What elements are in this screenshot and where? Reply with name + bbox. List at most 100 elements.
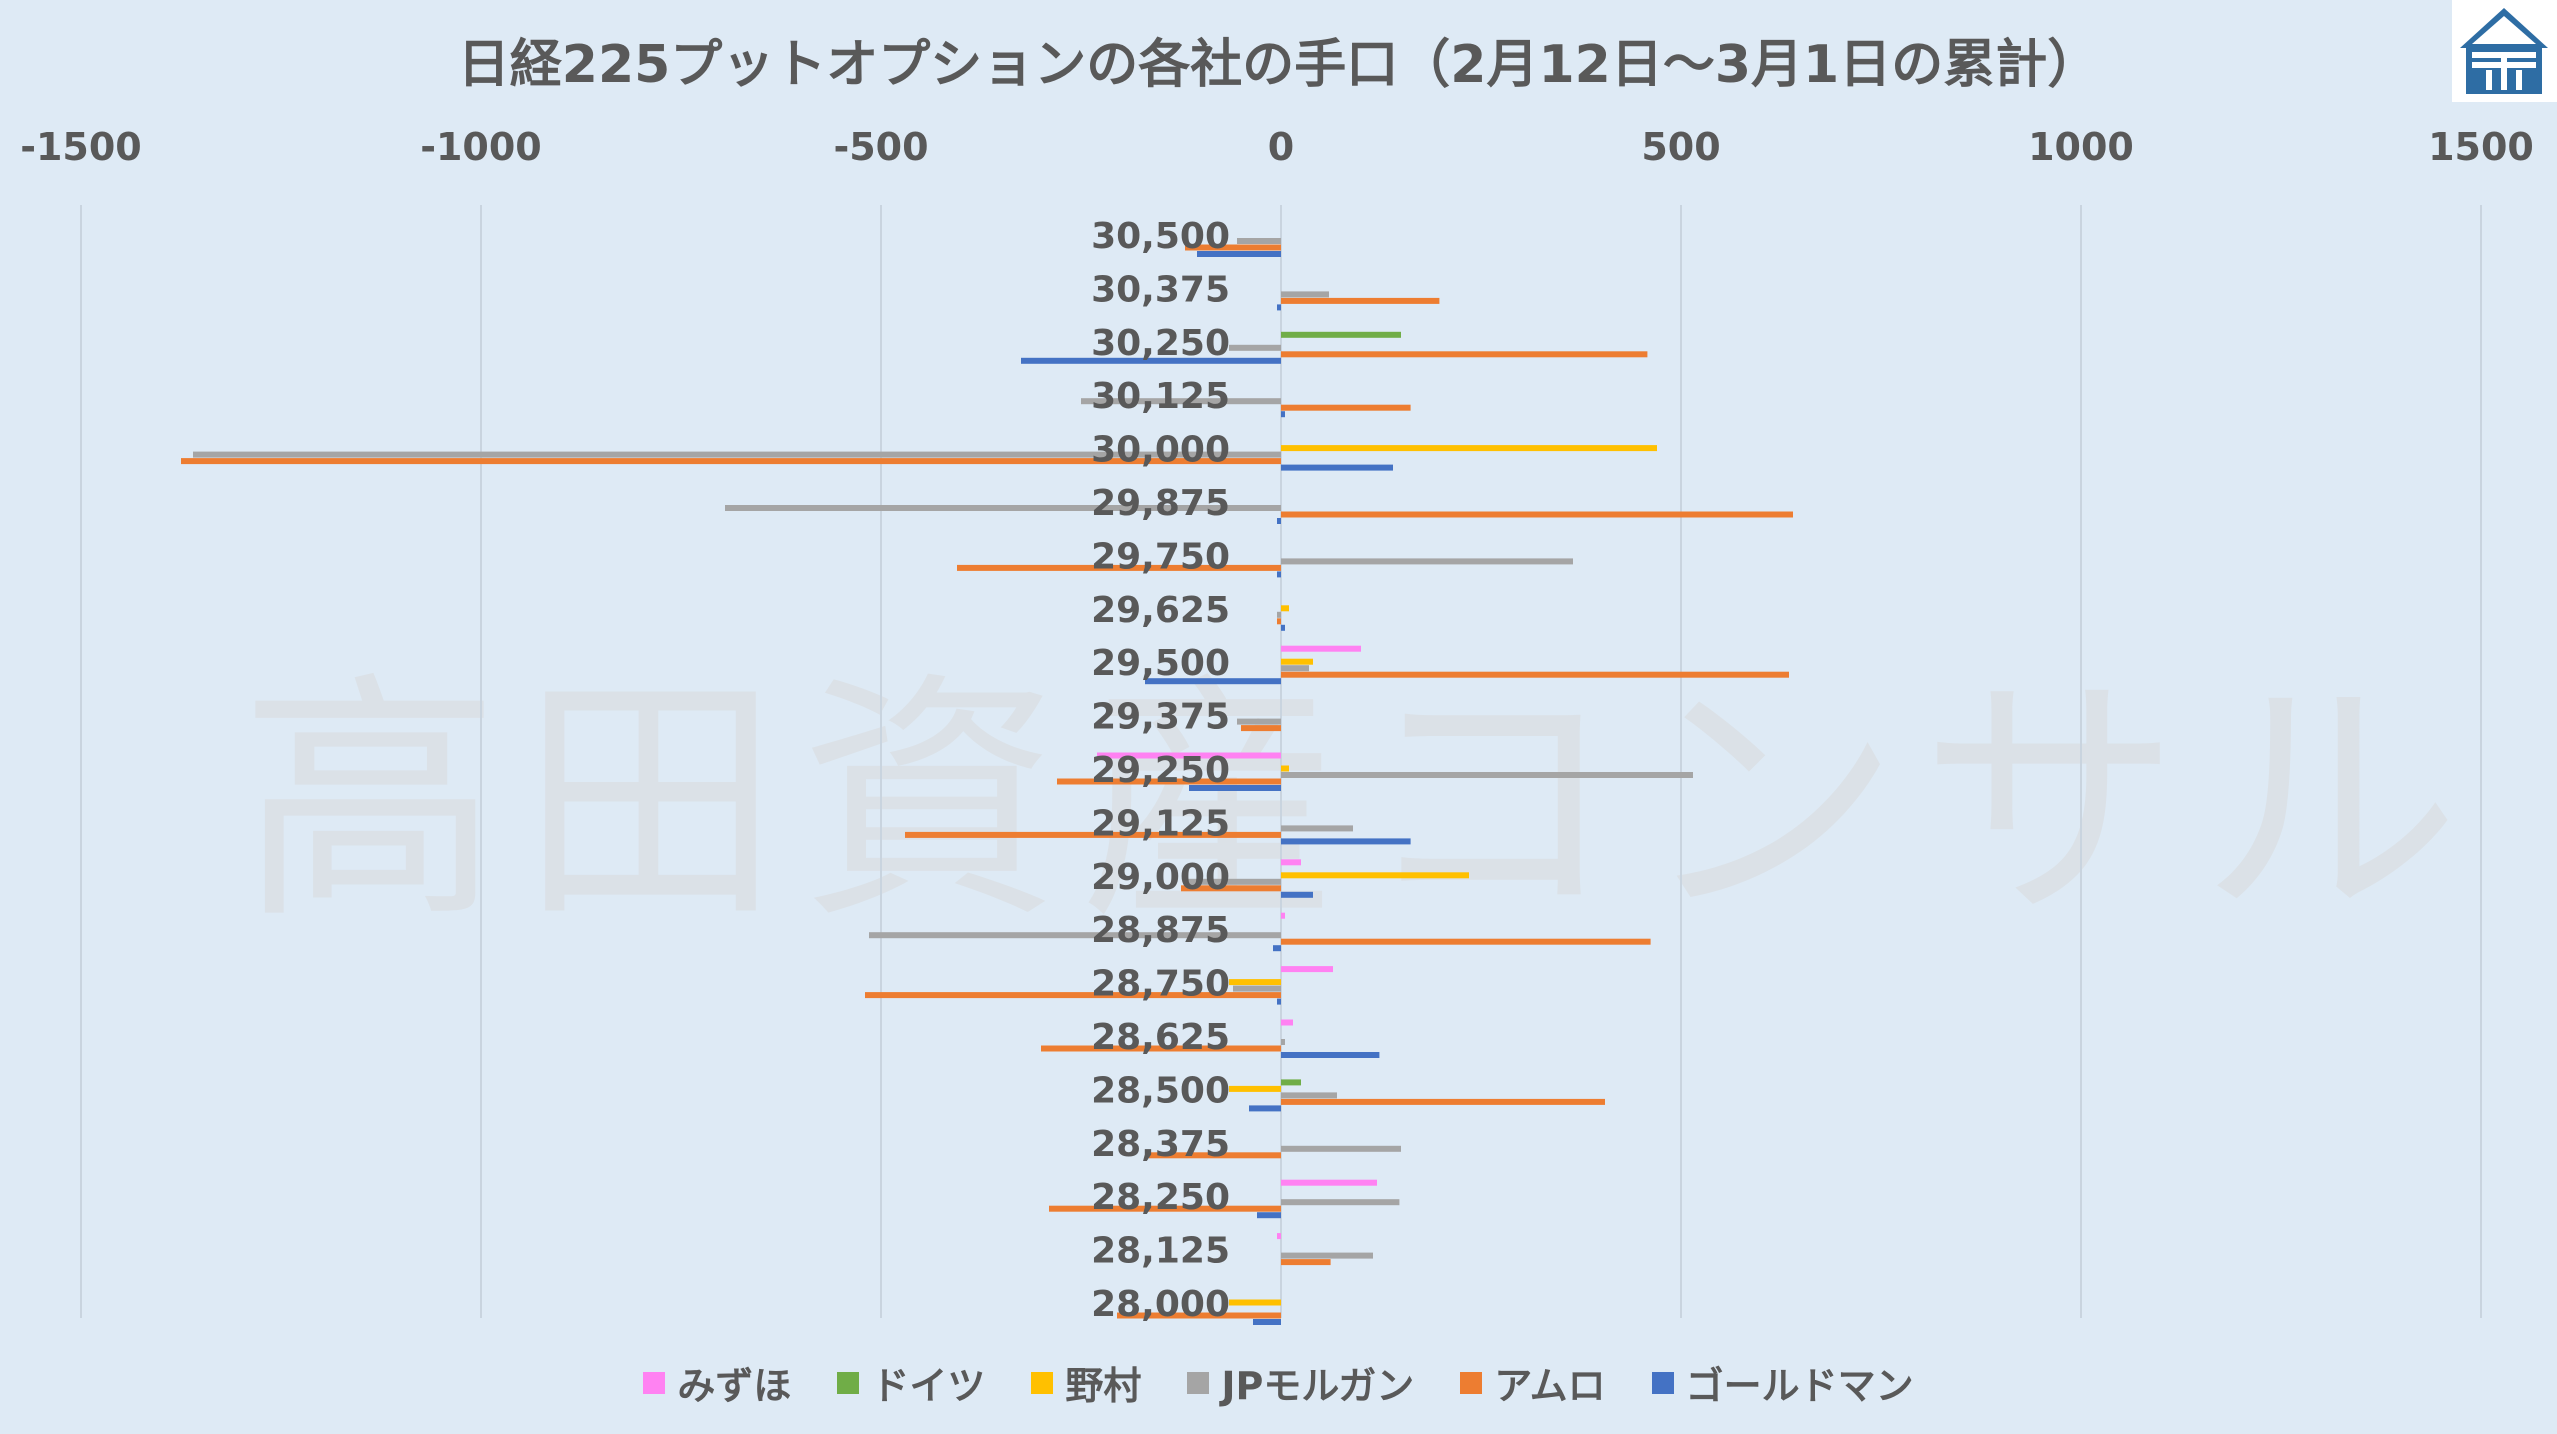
- bar-5-1: [1277, 304, 1281, 311]
- legend-swatch: [1031, 1371, 1054, 1394]
- bar-3-8: [1281, 665, 1309, 672]
- y-tick-label: 28,250: [1091, 1177, 1230, 1218]
- bar-4-13: [1281, 938, 1651, 945]
- bar-5-10: [1189, 785, 1281, 791]
- y-tick-label: 30,500: [1091, 216, 1230, 257]
- y-tick-label: 28,375: [1091, 1124, 1230, 1165]
- bar-3-16: [1281, 1092, 1337, 1099]
- legend-swatch: [837, 1371, 860, 1394]
- legend-item: アムロ: [1460, 1355, 1606, 1410]
- bar-2-7: [1281, 605, 1289, 612]
- bar-1-16: [1281, 1079, 1301, 1086]
- bar-3-11: [1281, 825, 1353, 832]
- y-tick-label: 29,250: [1091, 750, 1230, 791]
- bar-3-14: [1233, 985, 1281, 992]
- y-tick-label: 28,625: [1091, 1017, 1230, 1058]
- watermark-text: 高田資産コンサル: [240, 652, 2480, 954]
- legend-item: ゴールドマン: [1651, 1355, 1914, 1410]
- bar-2-16: [1229, 1085, 1281, 1092]
- bar-5-18: [1257, 1212, 1281, 1219]
- legend-label: ゴールドマン: [1685, 1364, 1914, 1408]
- y-tick-label: 29,750: [1091, 536, 1230, 577]
- bar-5-5: [1277, 518, 1281, 524]
- bar-4-0: [1185, 244, 1281, 251]
- bar-4-2: [1281, 351, 1648, 358]
- bar-3-4: [193, 451, 1281, 458]
- bar-0-15: [1281, 1019, 1293, 1026]
- bar-4-5: [1281, 511, 1793, 518]
- legend-swatch: [1187, 1371, 1210, 1394]
- bar-4-9: [1241, 725, 1281, 732]
- y-tick-label: 29,375: [1091, 697, 1230, 738]
- bar-5-15: [1281, 1052, 1380, 1058]
- bar-4-11: [905, 831, 1281, 838]
- legend-item: ドイツ: [837, 1355, 985, 1410]
- bar-0-14: [1281, 966, 1333, 973]
- x-tick-label: -1500: [20, 125, 142, 169]
- y-tick-label: 28,750: [1091, 964, 1230, 1005]
- bar-5-16: [1249, 1105, 1281, 1112]
- bar-3-3: [1081, 398, 1281, 405]
- bar-3-5: [725, 505, 1281, 511]
- bar-3-2: [1229, 344, 1281, 351]
- bar-5-7: [1281, 624, 1285, 631]
- y-tick-label: 29,000: [1091, 857, 1230, 898]
- bar-4-6: [957, 564, 1281, 571]
- x-tick-label: 500: [1641, 125, 1720, 169]
- bar-5-0: [1197, 251, 1281, 257]
- y-tick-label: 30,125: [1091, 376, 1230, 417]
- legend-label: みずほ: [677, 1364, 792, 1408]
- bar-3-13: [869, 932, 1281, 939]
- y-tick-label: 30,375: [1091, 269, 1230, 310]
- bar-3-17: [1281, 1145, 1401, 1152]
- x-tick-label: 1000: [2028, 125, 2134, 169]
- logo-icon: [2460, 8, 2548, 94]
- bar-2-4: [1281, 445, 1657, 452]
- legend-label: ドイツ: [871, 1364, 986, 1408]
- legend-swatch: [1651, 1371, 1674, 1394]
- legend-label: アムロ: [1494, 1364, 1606, 1408]
- bar-5-11: [1281, 838, 1411, 845]
- y-tick-label: 28,000: [1091, 1284, 1230, 1325]
- y-tick-label: 29,125: [1091, 803, 1230, 844]
- bar-2-10: [1281, 765, 1289, 772]
- bar-0-19: [1277, 1233, 1281, 1240]
- bar-4-14: [865, 992, 1281, 999]
- bar-4-19: [1281, 1259, 1331, 1266]
- bar-3-9: [1237, 718, 1281, 725]
- bar-5-20: [1253, 1319, 1281, 1325]
- bar-0-10: [1097, 752, 1281, 759]
- bar-3-7: [1277, 611, 1281, 618]
- legend-label: JPモルガン: [1221, 1364, 1415, 1408]
- bar-3-19: [1281, 1252, 1373, 1259]
- company-logo: [2452, 0, 2557, 102]
- bar-0-12: [1281, 859, 1301, 866]
- bar-5-13: [1273, 945, 1281, 952]
- legend-label: 野村: [1065, 1364, 1142, 1408]
- bar-0-18: [1281, 1179, 1377, 1186]
- bar-2-20: [1229, 1299, 1281, 1306]
- bar-3-10: [1281, 772, 1693, 778]
- x-tick-label: 1500: [2428, 125, 2534, 169]
- y-tick-label: 30,000: [1091, 430, 1230, 471]
- bar-4-20: [1117, 1312, 1281, 1319]
- bar-5-8: [1145, 678, 1281, 685]
- bar-5-3: [1281, 411, 1285, 418]
- bar-2-14: [1229, 979, 1281, 986]
- bar-3-15: [1281, 1039, 1285, 1045]
- bar-4-18: [1049, 1205, 1281, 1212]
- bar-5-4: [1281, 464, 1393, 471]
- y-tick-label: 29,875: [1091, 483, 1230, 524]
- legend-item: みずほ: [643, 1355, 791, 1410]
- bar-0-13: [1281, 912, 1285, 919]
- legend: みずほ ドイツ 野村 JPモルガン アムロ ゴールドマン: [0, 1355, 2557, 1410]
- bar-4-15: [1041, 1045, 1281, 1052]
- bar-3-12: [1185, 878, 1281, 885]
- bar-3-18: [1281, 1199, 1400, 1206]
- bar-2-8: [1281, 658, 1313, 665]
- y-tick-label: 28,875: [1091, 910, 1230, 951]
- bar-4-3: [1281, 404, 1411, 411]
- bar-5-2: [1021, 357, 1281, 364]
